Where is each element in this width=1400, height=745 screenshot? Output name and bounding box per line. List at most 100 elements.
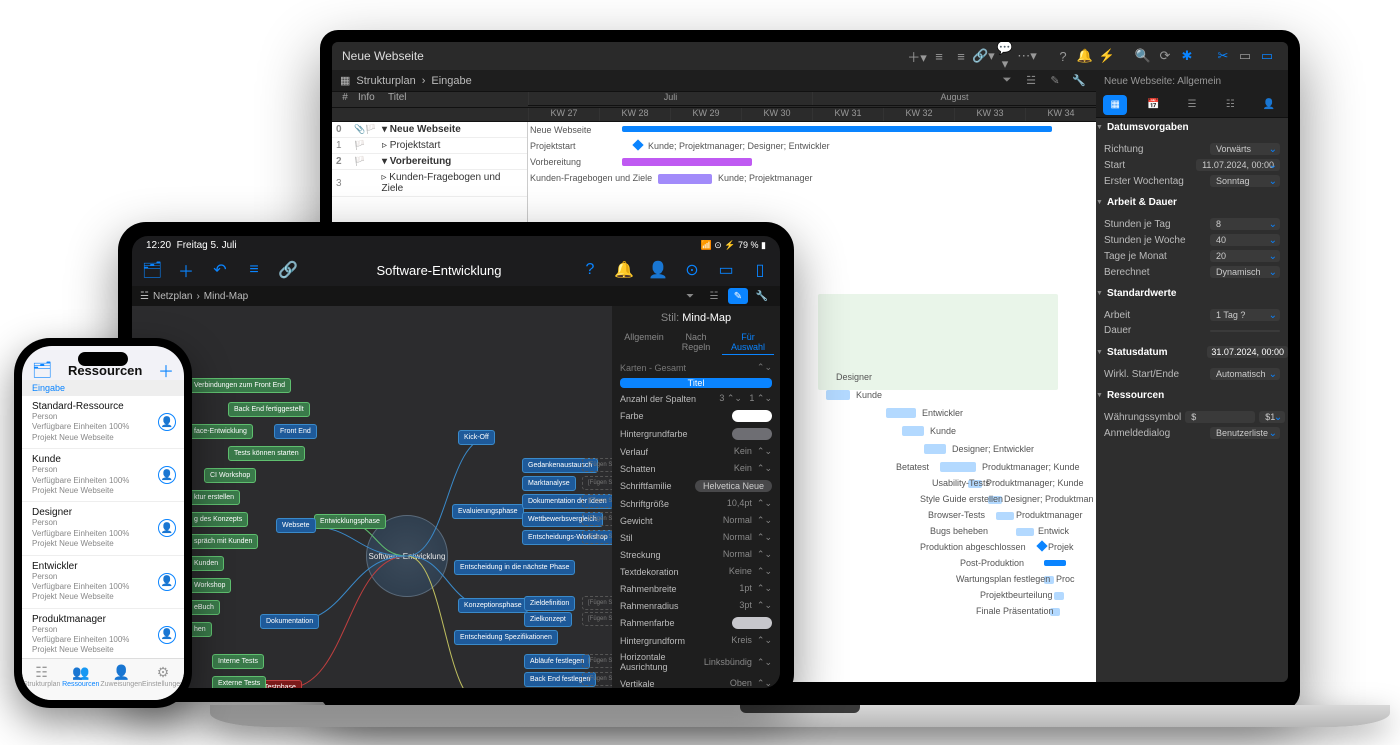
property-row[interactable]: Dauer [1104, 323, 1280, 338]
breadcrumb-1[interactable]: Eingabe [431, 75, 471, 87]
wrench-icon[interactable]: 🔧 [752, 288, 772, 304]
mindmap-task[interactable]: Entscheidung in die nächste Phase [454, 560, 575, 575]
style-row[interactable]: GewichtNormal ⌃⌄ [612, 512, 780, 529]
panel-right-icon[interactable]: ▯ [750, 260, 770, 280]
section-header[interactable]: Datumsvorgaben [1096, 118, 1288, 137]
gantt-bar[interactable] [658, 174, 712, 184]
section-header[interactable]: Arbeit & Dauer [1096, 193, 1288, 212]
resource-item[interactable]: Standard-RessourcePersonVerfügbare Einhe… [22, 396, 184, 449]
style-row[interactable]: VerlaufKein ⌃⌄ [612, 443, 780, 460]
style-row[interactable]: TextdekorationKeine ⌃⌄ [612, 563, 780, 580]
mindmap-phase[interactable]: Dokumentation [260, 614, 319, 629]
mindmap-placeholder[interactable]: [Fügen Sie hier Ihre Vorgänge [582, 530, 612, 544]
more-icon[interactable]: ⊙ [682, 260, 702, 280]
sort-icon[interactable]: ☱ [704, 288, 724, 304]
style-row[interactable]: Horizontale AusrichtungLinksbündig ⌃⌄ [612, 649, 780, 675]
bell-icon[interactable]: 🔔 [1074, 48, 1096, 64]
tab-ressourcen[interactable]: 👥Ressourcen [61, 659, 100, 692]
mindmap-task[interactable]: Entscheidung Spezifikationen [454, 630, 558, 645]
mindmap-task[interactable]: Zielkonzept [524, 612, 572, 627]
panel-icon[interactable]: ▭ [716, 260, 736, 280]
link-icon[interactable]: 🔗▾ [972, 48, 994, 64]
gantt-bar[interactable] [886, 408, 916, 418]
property-row[interactable]: Arbeit1 Tag ? [1104, 307, 1280, 323]
paint-icon[interactable]: ✎ [728, 288, 748, 304]
gantt-bar[interactable] [996, 512, 1014, 520]
mindmap-placeholder[interactable]: [Fügen Sie hier Ihre Vorgänge [582, 494, 612, 508]
mindmap-task[interactable]: CI Workshop [204, 468, 256, 483]
mindmap-phase[interactable]: Websete [276, 518, 316, 533]
outline-row[interactable]: 1🏳️▹ Projektstart [332, 138, 527, 154]
mindmap-task[interactable]: spräch mit Kunden [188, 534, 258, 549]
insp-tab-cal[interactable]: 📅 [1142, 95, 1166, 115]
outline-row[interactable]: 2🏳️▾ Vorbereitung [332, 154, 527, 170]
outline-row[interactable]: 3▹ Kunden-Fragebogen und Ziele [332, 170, 527, 197]
property-row[interactable]: AnmeldedialogBenutzerliste [1104, 425, 1280, 441]
indent-icon[interactable]: ≡ [244, 261, 264, 279]
property-row[interactable]: Wirkl. Start/EndeAutomatisch [1104, 366, 1280, 382]
documents-icon[interactable]: 🗂 [142, 260, 162, 280]
bell-icon[interactable]: 🔔 [614, 260, 634, 280]
style-row[interactable]: StreckungNormal ⌃⌄ [612, 546, 780, 563]
style-row[interactable]: HintergrundformKreis ⌃⌄ [612, 632, 780, 649]
tab-zuweisungen[interactable]: 👤Zuweisungen [100, 659, 142, 692]
mindmap-placeholder[interactable]: [Fügen Sie hier Ihre Vorgänge [582, 476, 612, 490]
link-icon[interactable]: 🔗 [278, 260, 298, 280]
style-row[interactable]: Rahmenbreite1pt ⌃⌄ [612, 580, 780, 597]
mindmap-task[interactable]: Zieldefinition [524, 596, 575, 611]
mindmap-task[interactable]: Workshop [188, 578, 231, 593]
refresh-icon[interactable]: ⟳ [1154, 48, 1176, 64]
mindmap-placeholder[interactable]: [Fügen Sie hier Ihre Vorgänge [582, 654, 612, 668]
filter-icon[interactable]: ⏷ [680, 288, 700, 304]
mindmap-task[interactable]: Abläufe festlegen [524, 654, 590, 669]
mindmap-task[interactable]: g des Konzepts [188, 512, 248, 527]
tab-allgemein[interactable]: Allgemein [618, 330, 670, 355]
property-row[interactable]: RichtungVorwärts [1104, 141, 1280, 157]
property-row[interactable]: Start11.07.2024, 00:00 [1104, 157, 1280, 173]
property-row[interactable]: BerechnetDynamisch [1104, 264, 1280, 280]
milestone-diamond[interactable] [1036, 540, 1047, 551]
mindmap-task[interactable]: Verbindungen zum Front End [188, 378, 291, 393]
add-icon[interactable]: ＋▾ [906, 47, 928, 66]
panel-right-icon[interactable]: ▭ [1256, 48, 1278, 64]
mindmap-task[interactable]: Marktanalyse [522, 476, 576, 491]
gantt-bar[interactable] [1016, 528, 1034, 536]
style-row[interactable]: Farbe [612, 407, 780, 425]
insp-tab-list2[interactable]: ☷ [1218, 95, 1242, 115]
col-num[interactable]: # [332, 92, 358, 107]
style-row[interactable]: Rahmenfarbe [612, 614, 780, 632]
property-row[interactable]: Stunden je Woche40 [1104, 232, 1280, 248]
property-row[interactable]: Erster WochentagSonntag [1104, 173, 1280, 189]
mindmap-placeholder[interactable]: [Fügen Sie hier Ihre Vorgänge [582, 612, 612, 626]
outdent-icon[interactable]: ≡ [950, 49, 972, 64]
gantt-bar[interactable] [1044, 560, 1066, 566]
help-icon[interactable]: ? [1052, 49, 1074, 64]
bolt-icon[interactable]: ⚡ [1096, 48, 1118, 64]
back-icon[interactable]: 🗂 [32, 360, 52, 380]
tab-strukturplan[interactable]: ☷Strukturplan [22, 659, 61, 692]
property-row[interactable]: Stunden je Tag8 [1104, 216, 1280, 232]
mindmap-task[interactable]: ktur erstellen [188, 490, 240, 505]
section-header[interactable]: Ressourcen [1096, 386, 1288, 405]
search-icon[interactable]: 🔍 [1132, 48, 1154, 64]
mindmap-placeholder[interactable]: [Fügen Sie hier Ihre Vorgänge [582, 512, 612, 526]
mindmap-task[interactable]: Evaluierungsphase [452, 504, 524, 519]
insp-tab-list[interactable]: ☰ [1180, 95, 1204, 115]
property-row[interactable]: Währungssymbol$$1 [1104, 409, 1280, 425]
chat-icon[interactable]: 💬▾ [994, 42, 1016, 72]
mindmap-placeholder[interactable]: [Fügen Sie hier Ihre Vorgänge [582, 672, 612, 686]
style-row[interactable]: StilNormal ⌃⌄ [612, 529, 780, 546]
mindmap-task[interactable]: Externe Tests [212, 676, 266, 688]
section-header[interactable]: Standardwerte [1096, 284, 1288, 303]
mindmap-phase[interactable]: Entwicklungsphase [314, 514, 386, 529]
property-row[interactable]: Tage je Monat20 [1104, 248, 1280, 264]
mindmap-task[interactable]: face-Entwicklung [188, 424, 253, 439]
style-row[interactable]: Schriftgröße10,4pt ⌃⌄ [612, 495, 780, 512]
outline-toggle-icon[interactable]: ▦ [340, 74, 350, 87]
col-info[interactable]: Info [358, 92, 388, 107]
style-row[interactable]: VertikaleOben ⌃⌄ [612, 675, 780, 688]
style-row[interactable]: Rahmenradius3pt ⌃⌄ [612, 597, 780, 614]
insp-tab-person[interactable]: 👤 [1257, 95, 1281, 115]
more-icon[interactable]: ⋯▾ [1016, 48, 1038, 64]
style-row[interactable]: SchattenKein ⌃⌄ [612, 460, 780, 477]
